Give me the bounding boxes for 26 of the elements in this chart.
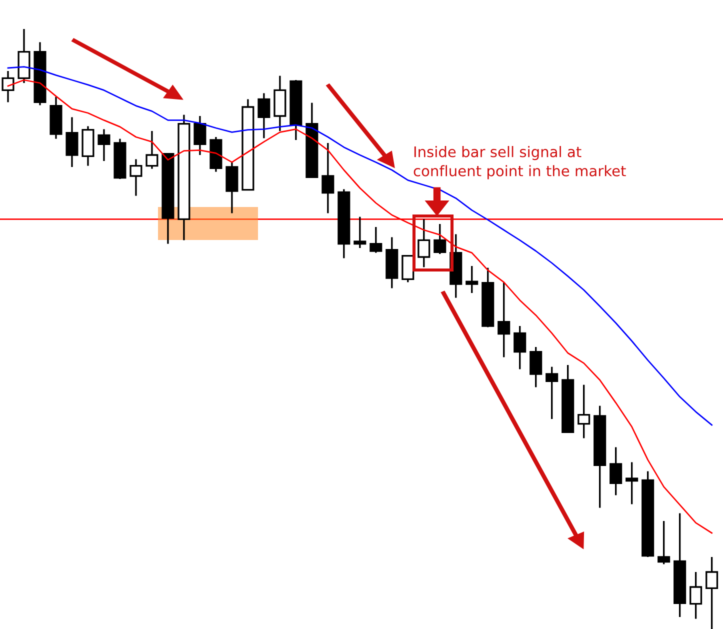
candlestick bbox=[130, 158, 142, 197]
candlestick bbox=[194, 115, 206, 156]
candlestick bbox=[402, 254, 414, 284]
candlestick bbox=[466, 265, 478, 294]
candlestick bbox=[434, 223, 446, 255]
candlestick bbox=[658, 520, 670, 566]
candlestick bbox=[578, 384, 590, 440]
candlestick bbox=[546, 366, 558, 420]
candlestick bbox=[66, 116, 78, 168]
candlestick bbox=[530, 346, 542, 388]
candlestick bbox=[354, 216, 366, 249]
candlestick bbox=[498, 281, 510, 358]
candlestick bbox=[226, 161, 238, 214]
candlestick bbox=[146, 130, 158, 170]
candlestick bbox=[2, 70, 14, 104]
candlestick bbox=[98, 128, 110, 162]
candlestick bbox=[514, 325, 526, 370]
candlestick bbox=[610, 446, 622, 496]
candlestick bbox=[370, 226, 382, 254]
candlestick bbox=[706, 556, 718, 629]
candlestick bbox=[258, 92, 270, 140]
candlestick bbox=[690, 571, 702, 620]
annotation: Inside bar sell signal at confluent point in the market bbox=[414, 146, 626, 180]
candlestick bbox=[418, 218, 430, 268]
candlestick bbox=[322, 142, 334, 214]
candlestick bbox=[626, 461, 638, 506]
